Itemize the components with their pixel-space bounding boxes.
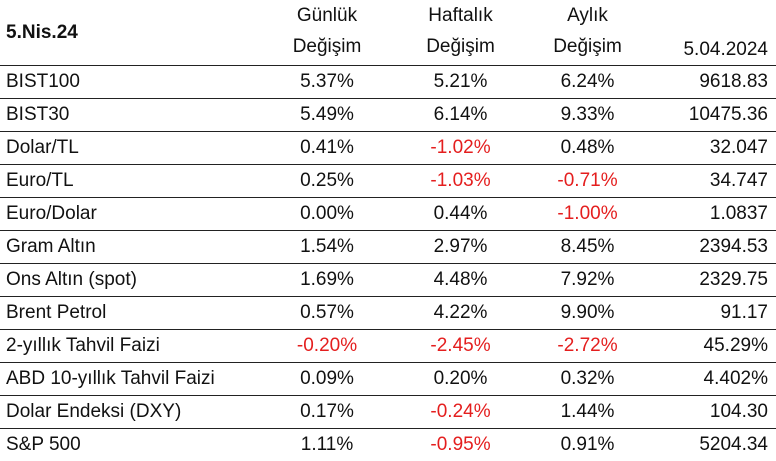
daily-header-line2: Değişim [266,31,388,62]
instrument-value: 5204.34 [646,429,776,461]
instrument-name: Brent Petrol [0,297,262,330]
instrument-name: Dolar Endeksi (DXY) [0,396,262,429]
instrument-value: 10475.36 [646,99,776,132]
instrument-name: Euro/Dolar [0,198,262,231]
weekly-change: 6.14% [392,99,529,132]
instrument-value: 34.747 [646,165,776,198]
monthly-change: 9.90% [529,297,646,330]
instrument-name: Gram Altın [0,231,262,264]
monthly-change-header: Aylık Değişim [529,0,646,66]
weekly-change: -1.02% [392,132,529,165]
weekly-header-line1: Haftalık [396,0,525,31]
monthly-change: 8.45% [529,231,646,264]
weekly-change: 2.97% [392,231,529,264]
table-row: Brent Petrol 0.57% 4.22% 9.90% 91.17 [0,297,776,330]
table-row: ABD 10-yıllık Tahvil Faizi 0.09% 0.20% 0… [0,363,776,396]
daily-change: 0.25% [262,165,392,198]
instrument-name: S&P 500 [0,429,262,461]
weekly-change: -2.45% [392,330,529,363]
daily-change: 1.54% [262,231,392,264]
table-row: Ons Altın (spot) 1.69% 4.48% 7.92% 2329.… [0,264,776,297]
weekly-change: 0.44% [392,198,529,231]
instrument-value: 9618.83 [646,66,776,99]
table-row: Dolar/TL 0.41% -1.02% 0.48% 32.047 [0,132,776,165]
instrument-name: BIST100 [0,66,262,99]
instrument-value: 45.29% [646,330,776,363]
daily-header-line1: Günlük [266,0,388,31]
instrument-name: Ons Altın (spot) [0,264,262,297]
daily-change: 0.57% [262,297,392,330]
instrument-value: 32.047 [646,132,776,165]
table-row: BIST30 5.49% 6.14% 9.33% 10475.36 [0,99,776,132]
table-row: Euro/Dolar 0.00% 0.44% -1.00% 1.0837 [0,198,776,231]
monthly-change: 0.48% [529,132,646,165]
monthly-change: 9.33% [529,99,646,132]
daily-change: 0.17% [262,396,392,429]
monthly-change: -1.00% [529,198,646,231]
monthly-header-line1: Aylık [533,0,642,31]
table-row: Euro/TL 0.25% -1.03% -0.71% 34.747 [0,165,776,198]
instrument-value: 4.402% [646,363,776,396]
daily-change: 5.37% [262,66,392,99]
weekly-change: -0.24% [392,396,529,429]
weekly-change: 4.22% [392,297,529,330]
table-row: 2-yıllık Tahvil Faizi -0.20% -2.45% -2.7… [0,330,776,363]
monthly-change: 0.91% [529,429,646,461]
instrument-name: 2-yıllık Tahvil Faizi [0,330,262,363]
daily-change: 1.11% [262,429,392,461]
value-date-header: 5.04.2024 [646,0,776,66]
daily-change: -0.20% [262,330,392,363]
table-row: Gram Altın 1.54% 2.97% 8.45% 2394.53 [0,231,776,264]
monthly-change: 7.92% [529,264,646,297]
date-header: 5.Nis.24 [0,0,262,66]
monthly-change: -0.71% [529,165,646,198]
daily-change: 0.09% [262,363,392,396]
instrument-value: 2329.75 [646,264,776,297]
weekly-change: -1.03% [392,165,529,198]
daily-change: 0.00% [262,198,392,231]
monthly-change: 6.24% [529,66,646,99]
daily-change: 0.41% [262,132,392,165]
instrument-value: 104.30 [646,396,776,429]
header-row: 5.Nis.24 Günlük Değişim Haftalık Değişim… [0,0,776,66]
weekly-header-line2: Değişim [396,31,525,62]
monthly-change: 1.44% [529,396,646,429]
instrument-name: ABD 10-yıllık Tahvil Faizi [0,363,262,396]
weekly-change-header: Haftalık Değişim [392,0,529,66]
table-row: BIST100 5.37% 5.21% 6.24% 9618.83 [0,66,776,99]
instrument-value: 91.17 [646,297,776,330]
weekly-change: 0.20% [392,363,529,396]
weekly-change: 4.48% [392,264,529,297]
instrument-name: Euro/TL [0,165,262,198]
instrument-value: 2394.53 [646,231,776,264]
monthly-header-line2: Değişim [533,31,642,62]
weekly-change: -0.95% [392,429,529,461]
monthly-change: 0.32% [529,363,646,396]
instrument-name: BIST30 [0,99,262,132]
table-row: S&P 500 1.11% -0.95% 0.91% 5204.34 [0,429,776,461]
daily-change: 5.49% [262,99,392,132]
instrument-name: Dolar/TL [0,132,262,165]
weekly-change: 5.21% [392,66,529,99]
instrument-value: 1.0837 [646,198,776,231]
daily-change-header: Günlük Değişim [262,0,392,66]
monthly-change: -2.72% [529,330,646,363]
table-row: Dolar Endeksi (DXY) 0.17% -0.24% 1.44% 1… [0,396,776,429]
daily-change: 1.69% [262,264,392,297]
